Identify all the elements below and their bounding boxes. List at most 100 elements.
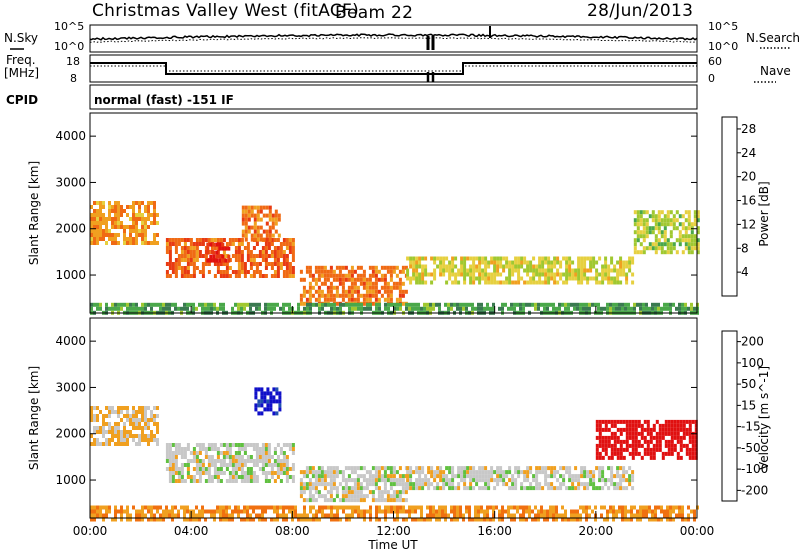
power-cell — [252, 274, 256, 278]
velocity-cell — [676, 427, 680, 432]
velocity-cell — [234, 475, 238, 479]
velocity-cell — [333, 513, 336, 518]
power-cell — [525, 302, 528, 307]
velocity-cell — [371, 478, 375, 483]
velocity-cell — [332, 466, 336, 471]
power-cell — [472, 260, 476, 265]
velocity-cell — [667, 431, 671, 436]
velocity-cell — [580, 466, 584, 471]
power-cell — [234, 250, 238, 254]
velocity-cell — [600, 513, 603, 518]
power-cell — [417, 302, 420, 307]
power-cell — [264, 254, 268, 258]
velocity-cells — [90, 387, 699, 522]
power-cell — [409, 260, 413, 265]
velocity-cell — [243, 451, 247, 455]
power-cell — [326, 269, 330, 274]
power-cell — [412, 260, 416, 265]
velocity-cell — [417, 505, 420, 510]
velocity-cell — [526, 486, 530, 491]
power-cell — [93, 302, 96, 307]
power-cell — [261, 258, 265, 262]
power-cell — [651, 226, 655, 231]
velocity-cell — [279, 479, 283, 483]
velocity-cell — [93, 442, 96, 446]
power-cell — [273, 274, 277, 278]
power-cell — [180, 306, 183, 311]
velocity-cell — [595, 451, 599, 456]
velocity-cell — [365, 486, 369, 491]
power-cell — [513, 306, 516, 311]
power-cell — [258, 306, 261, 311]
velocity-cell — [457, 466, 461, 471]
velocity-cell — [616, 419, 620, 424]
power-cell — [249, 254, 253, 258]
velocity-cell — [661, 455, 665, 460]
velocity-cell — [472, 466, 476, 471]
power-cell — [553, 272, 557, 277]
power-cell — [365, 289, 369, 294]
power-cell — [651, 302, 654, 307]
power-cell — [663, 250, 667, 255]
power-cell — [222, 270, 226, 274]
nave-tick-top: 60 — [708, 55, 722, 68]
power-cell — [622, 268, 626, 273]
velocity-cell — [642, 513, 645, 518]
power-cell — [320, 293, 324, 298]
power-cell — [619, 264, 623, 269]
velocity-cell — [326, 490, 330, 495]
velocity-cell — [538, 482, 542, 487]
velocity-cell — [399, 509, 402, 514]
power-cell — [271, 233, 275, 238]
velocity-cell — [609, 509, 612, 514]
power-cell — [138, 205, 141, 209]
power-cell — [651, 246, 655, 251]
velocity-cell — [517, 474, 521, 479]
velocity-cell — [303, 509, 306, 514]
power-cell — [469, 276, 473, 281]
velocity-cell — [327, 505, 330, 510]
velocity-cell — [207, 509, 210, 514]
velocity-cell — [207, 463, 211, 467]
velocity-cell — [174, 447, 178, 451]
velocity-cell — [285, 479, 289, 483]
velocity-cell — [474, 513, 477, 518]
power-cell — [598, 280, 602, 285]
velocity-cell — [583, 466, 587, 471]
velocity-cell — [332, 474, 336, 479]
power-cell — [241, 233, 245, 238]
velocity-cell — [426, 513, 429, 518]
power-cell — [395, 273, 399, 278]
power-cell — [609, 306, 612, 311]
velocity-cell — [141, 517, 144, 522]
power-cell — [165, 242, 169, 246]
velocity-colorbar-frame — [721, 330, 738, 502]
power-cell — [250, 237, 254, 242]
power-cell — [582, 306, 585, 311]
velocity-cell — [414, 509, 417, 514]
power-cell — [332, 293, 336, 298]
power-cell — [153, 205, 156, 209]
power-cell — [456, 306, 459, 311]
power-cell — [386, 297, 390, 302]
velocity-cell — [657, 505, 660, 510]
power-cell — [666, 306, 669, 311]
velocity-cell — [510, 517, 513, 522]
power-cell — [168, 306, 171, 311]
velocity-cell — [243, 479, 247, 483]
power-cell — [108, 233, 111, 237]
velocity-cell — [621, 509, 624, 514]
power-cell — [513, 302, 516, 307]
power-cell — [231, 270, 235, 274]
power-cell — [234, 238, 238, 242]
power-cell — [171, 302, 174, 307]
power-cell — [271, 213, 275, 218]
velocity-cell — [636, 509, 639, 514]
power-colorbar-tick-label: 28 — [741, 122, 756, 136]
power-cell — [672, 302, 675, 307]
power-cell — [672, 218, 676, 223]
cpid-label: CPID — [6, 93, 38, 107]
velocity-cell — [547, 474, 551, 479]
power-cell — [693, 218, 697, 223]
power-cell — [380, 293, 384, 298]
